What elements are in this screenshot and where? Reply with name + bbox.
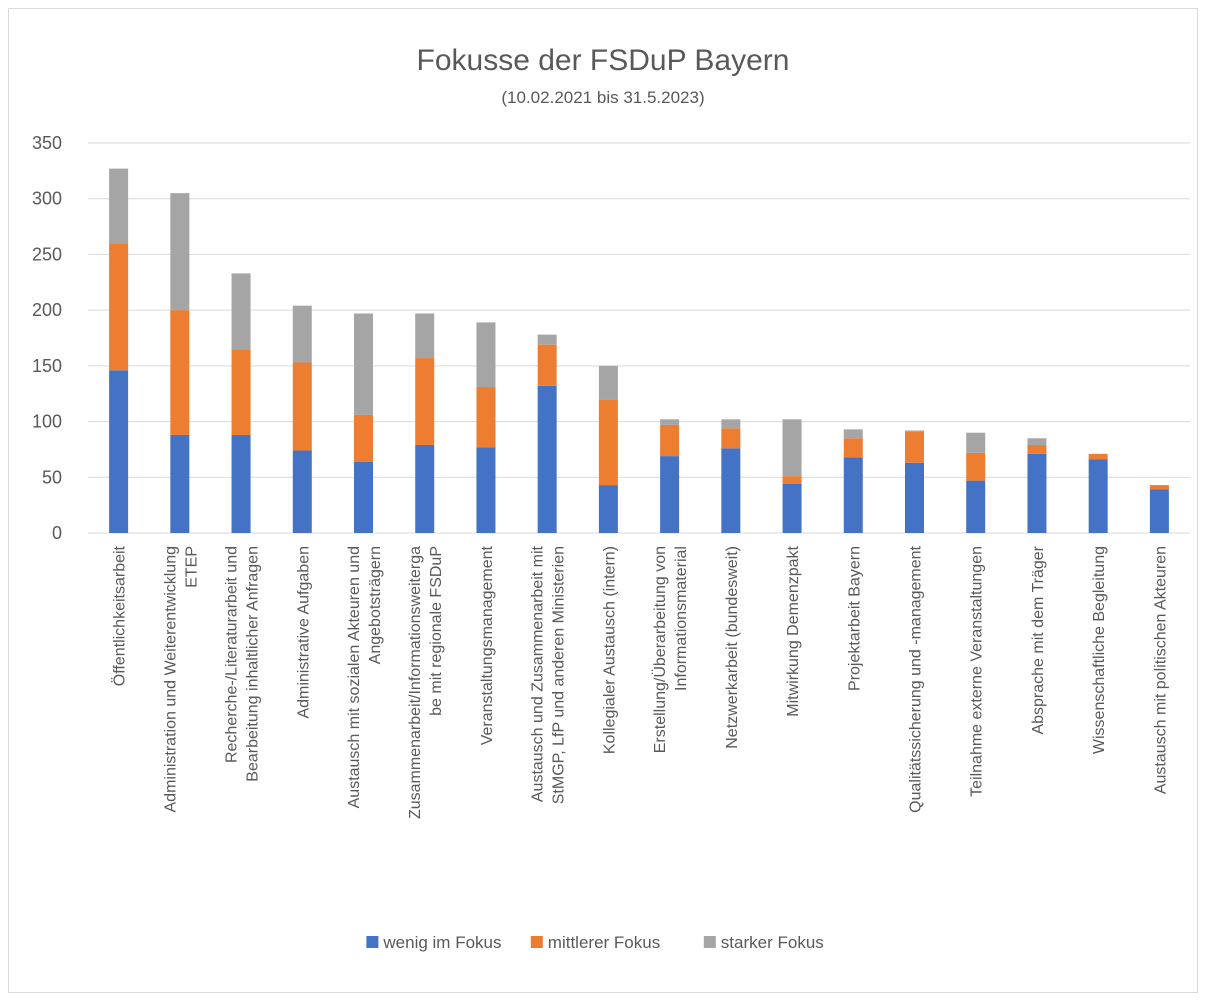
x-tick-label: Projektarbeit Bayern: [846, 546, 863, 691]
legend-swatch: [530, 936, 543, 948]
bar-segment: [231, 434, 251, 533]
bar-segment: [782, 483, 802, 533]
x-tick-label: Wissenschaftliche Begleitung: [1091, 546, 1108, 754]
bar-segment: [231, 273, 251, 350]
x-tick-label: Mitwirkung Demenzpakt: [785, 545, 802, 716]
bar-segment: [598, 485, 618, 533]
y-tick-label: 50: [42, 467, 62, 487]
bar-segment: [598, 399, 618, 486]
bar-segment: [1088, 459, 1108, 533]
legend-swatch: [703, 936, 716, 948]
bar-segment: [966, 432, 986, 453]
x-tick-label: Veranstaltungsmanagement: [479, 545, 496, 745]
bar-segment: [843, 438, 863, 458]
bar-segment: [292, 450, 312, 533]
x-tick-label: Austausch mit politischen Akteuren: [1152, 546, 1169, 794]
bar-segment: [721, 428, 741, 449]
x-tick-label: Absprache mit dem Träger: [1030, 545, 1047, 734]
y-tick-label: 200: [32, 300, 62, 320]
x-tick-label: Recherche-/Literaturarbeit und Bearbeitun…: [224, 546, 262, 782]
y-tick-label: 250: [32, 244, 62, 264]
bar-segment: [354, 414, 373, 462]
bar-segment: [660, 456, 680, 533]
legend-label: starker Fokus: [721, 933, 824, 952]
bar-segment: [782, 476, 802, 484]
bar-segment: [782, 419, 802, 477]
chart-subtitle: (10.02.2021 bis 31.5.2023): [501, 88, 704, 107]
x-tick-label: Öffentlichkeitsarbeit: [111, 545, 129, 686]
bar-segment: [966, 480, 986, 533]
bar-segment: [721, 448, 741, 533]
bar-segment: [721, 419, 741, 429]
bar-segment: [415, 313, 435, 359]
bar-segment: [905, 431, 924, 463]
bar-segment: [1149, 489, 1169, 533]
x-tick-label: Austausch und Zusammenarbeit mit StMGP, L…: [530, 545, 568, 804]
bar-segment: [1027, 453, 1047, 533]
bar-segment: [292, 305, 312, 363]
bar-segment: [966, 452, 986, 481]
bar-segment: [476, 447, 496, 533]
x-tick-label: Zusammenarbeit/Informationsweiterga be mi…: [407, 546, 445, 819]
bar-segment: [598, 365, 618, 400]
bar-segment: [1088, 453, 1108, 460]
y-tick-label: 300: [32, 189, 62, 209]
x-tick-label: Netzwerkarbeit (bundesweit): [724, 546, 741, 749]
x-tick-label: Administrative Aufgaben: [295, 546, 312, 719]
bar-segment: [660, 424, 680, 457]
bar-segment: [170, 434, 190, 533]
y-tick-label: 350: [32, 133, 62, 153]
legend-label: mittlerer Fokus: [548, 933, 660, 952]
bar-segment: [231, 349, 251, 435]
x-tick-label: Erstellung/Überarbeitung von Informations…: [651, 546, 690, 753]
bar-segment: [476, 322, 496, 388]
bar-segment: [109, 370, 129, 533]
bar-segment: [537, 385, 557, 533]
bar-segment: [476, 387, 496, 448]
x-tick-label: Kollegialer Austausch (intern): [601, 546, 618, 754]
bar-segment: [109, 168, 129, 244]
bar-segment: [1027, 444, 1047, 454]
legend-swatch: [366, 936, 379, 948]
x-tick-label: Teilnahme externe Veranstaltungen: [969, 546, 986, 797]
bar-segment: [170, 193, 190, 311]
bar-segment: [170, 310, 190, 435]
bar-segment: [905, 430, 924, 432]
x-tick-label: Austausch mit sozialen Akteuren und Angeb…: [346, 546, 384, 808]
bar-segment: [1149, 485, 1169, 490]
bar-segment: [843, 457, 863, 533]
bar-segment: [415, 444, 435, 533]
bar-segment: [905, 462, 924, 533]
y-tick-label: 100: [32, 412, 62, 432]
bar-segment: [537, 334, 557, 345]
x-tick-label: Administration und Weiterentwicklung ETEP: [162, 546, 200, 813]
chart-title: Fokusse der FSDuP Bayern: [417, 44, 790, 77]
bar-segment: [354, 461, 373, 533]
bar-segment: [415, 358, 435, 445]
bar-segment: [537, 344, 557, 386]
legend-label: wenig im Fokus: [382, 933, 501, 952]
bar-segment: [1027, 438, 1047, 445]
bar-segment: [843, 429, 863, 439]
y-tick-label: 0: [52, 523, 62, 543]
y-tick-label: 150: [32, 356, 62, 376]
x-tick-label: Qualitätssicherung und -management: [908, 545, 925, 812]
bar-segment: [660, 419, 680, 425]
bar-segment: [354, 313, 373, 415]
bar-segment: [109, 243, 129, 371]
bar-segment: [292, 362, 312, 451]
